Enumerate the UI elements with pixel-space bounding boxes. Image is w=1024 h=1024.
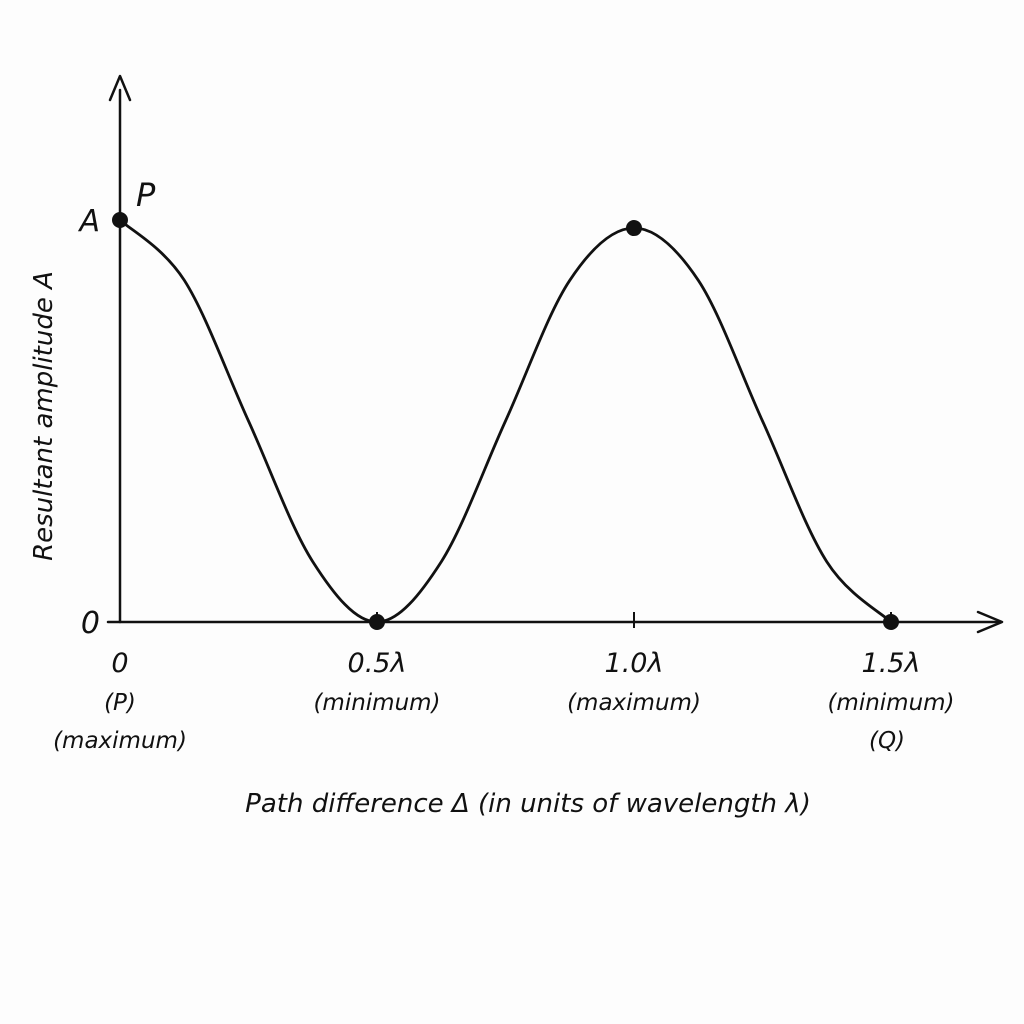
- y-axis-title: Resultant amplitude A: [29, 271, 59, 561]
- marked-point-0: [112, 212, 128, 228]
- y-tick-label-1: A: [77, 204, 100, 239]
- x-tick-annotation-0-0: (P): [104, 690, 136, 716]
- x-tick-annotation-0-1: (maximum): [53, 728, 187, 754]
- y-tick-label-0: 0: [81, 606, 100, 641]
- y-axis-arrowhead: [108, 74, 132, 102]
- marked-point-label-0: P: [136, 176, 156, 214]
- x-axis-arrowhead: [976, 610, 1004, 634]
- x-tick-annotation-3-1: (Q): [869, 728, 905, 754]
- x-tick-annotation-1-0: (minimum): [313, 690, 440, 716]
- x-tick-label-3: 1.5λ: [862, 648, 921, 679]
- x-tick-label-1: 0.5λ: [348, 648, 407, 679]
- x-ticks: 0 (P) (maximum) 0.5λ (minimum) 1.0λ (maximum) 1…: [53, 612, 955, 754]
- x-tick-annotation-2-0: (maximum): [567, 690, 701, 716]
- x-axis-title: Path difference Δ (in units of wavelengt…: [245, 789, 811, 819]
- x-tick-label-2: 1.0λ: [605, 648, 664, 679]
- marked-points: P: [112, 176, 899, 630]
- x-tick-annotation-3-0: (minimum): [827, 690, 954, 716]
- amplitude-curve: [118, 218, 893, 624]
- x-tick-label-0: 0: [111, 648, 128, 679]
- marked-point-1: [369, 614, 385, 630]
- marked-point-3: [883, 614, 899, 630]
- marked-point-2: [626, 220, 642, 237]
- y-ticks: 0A: [77, 204, 100, 641]
